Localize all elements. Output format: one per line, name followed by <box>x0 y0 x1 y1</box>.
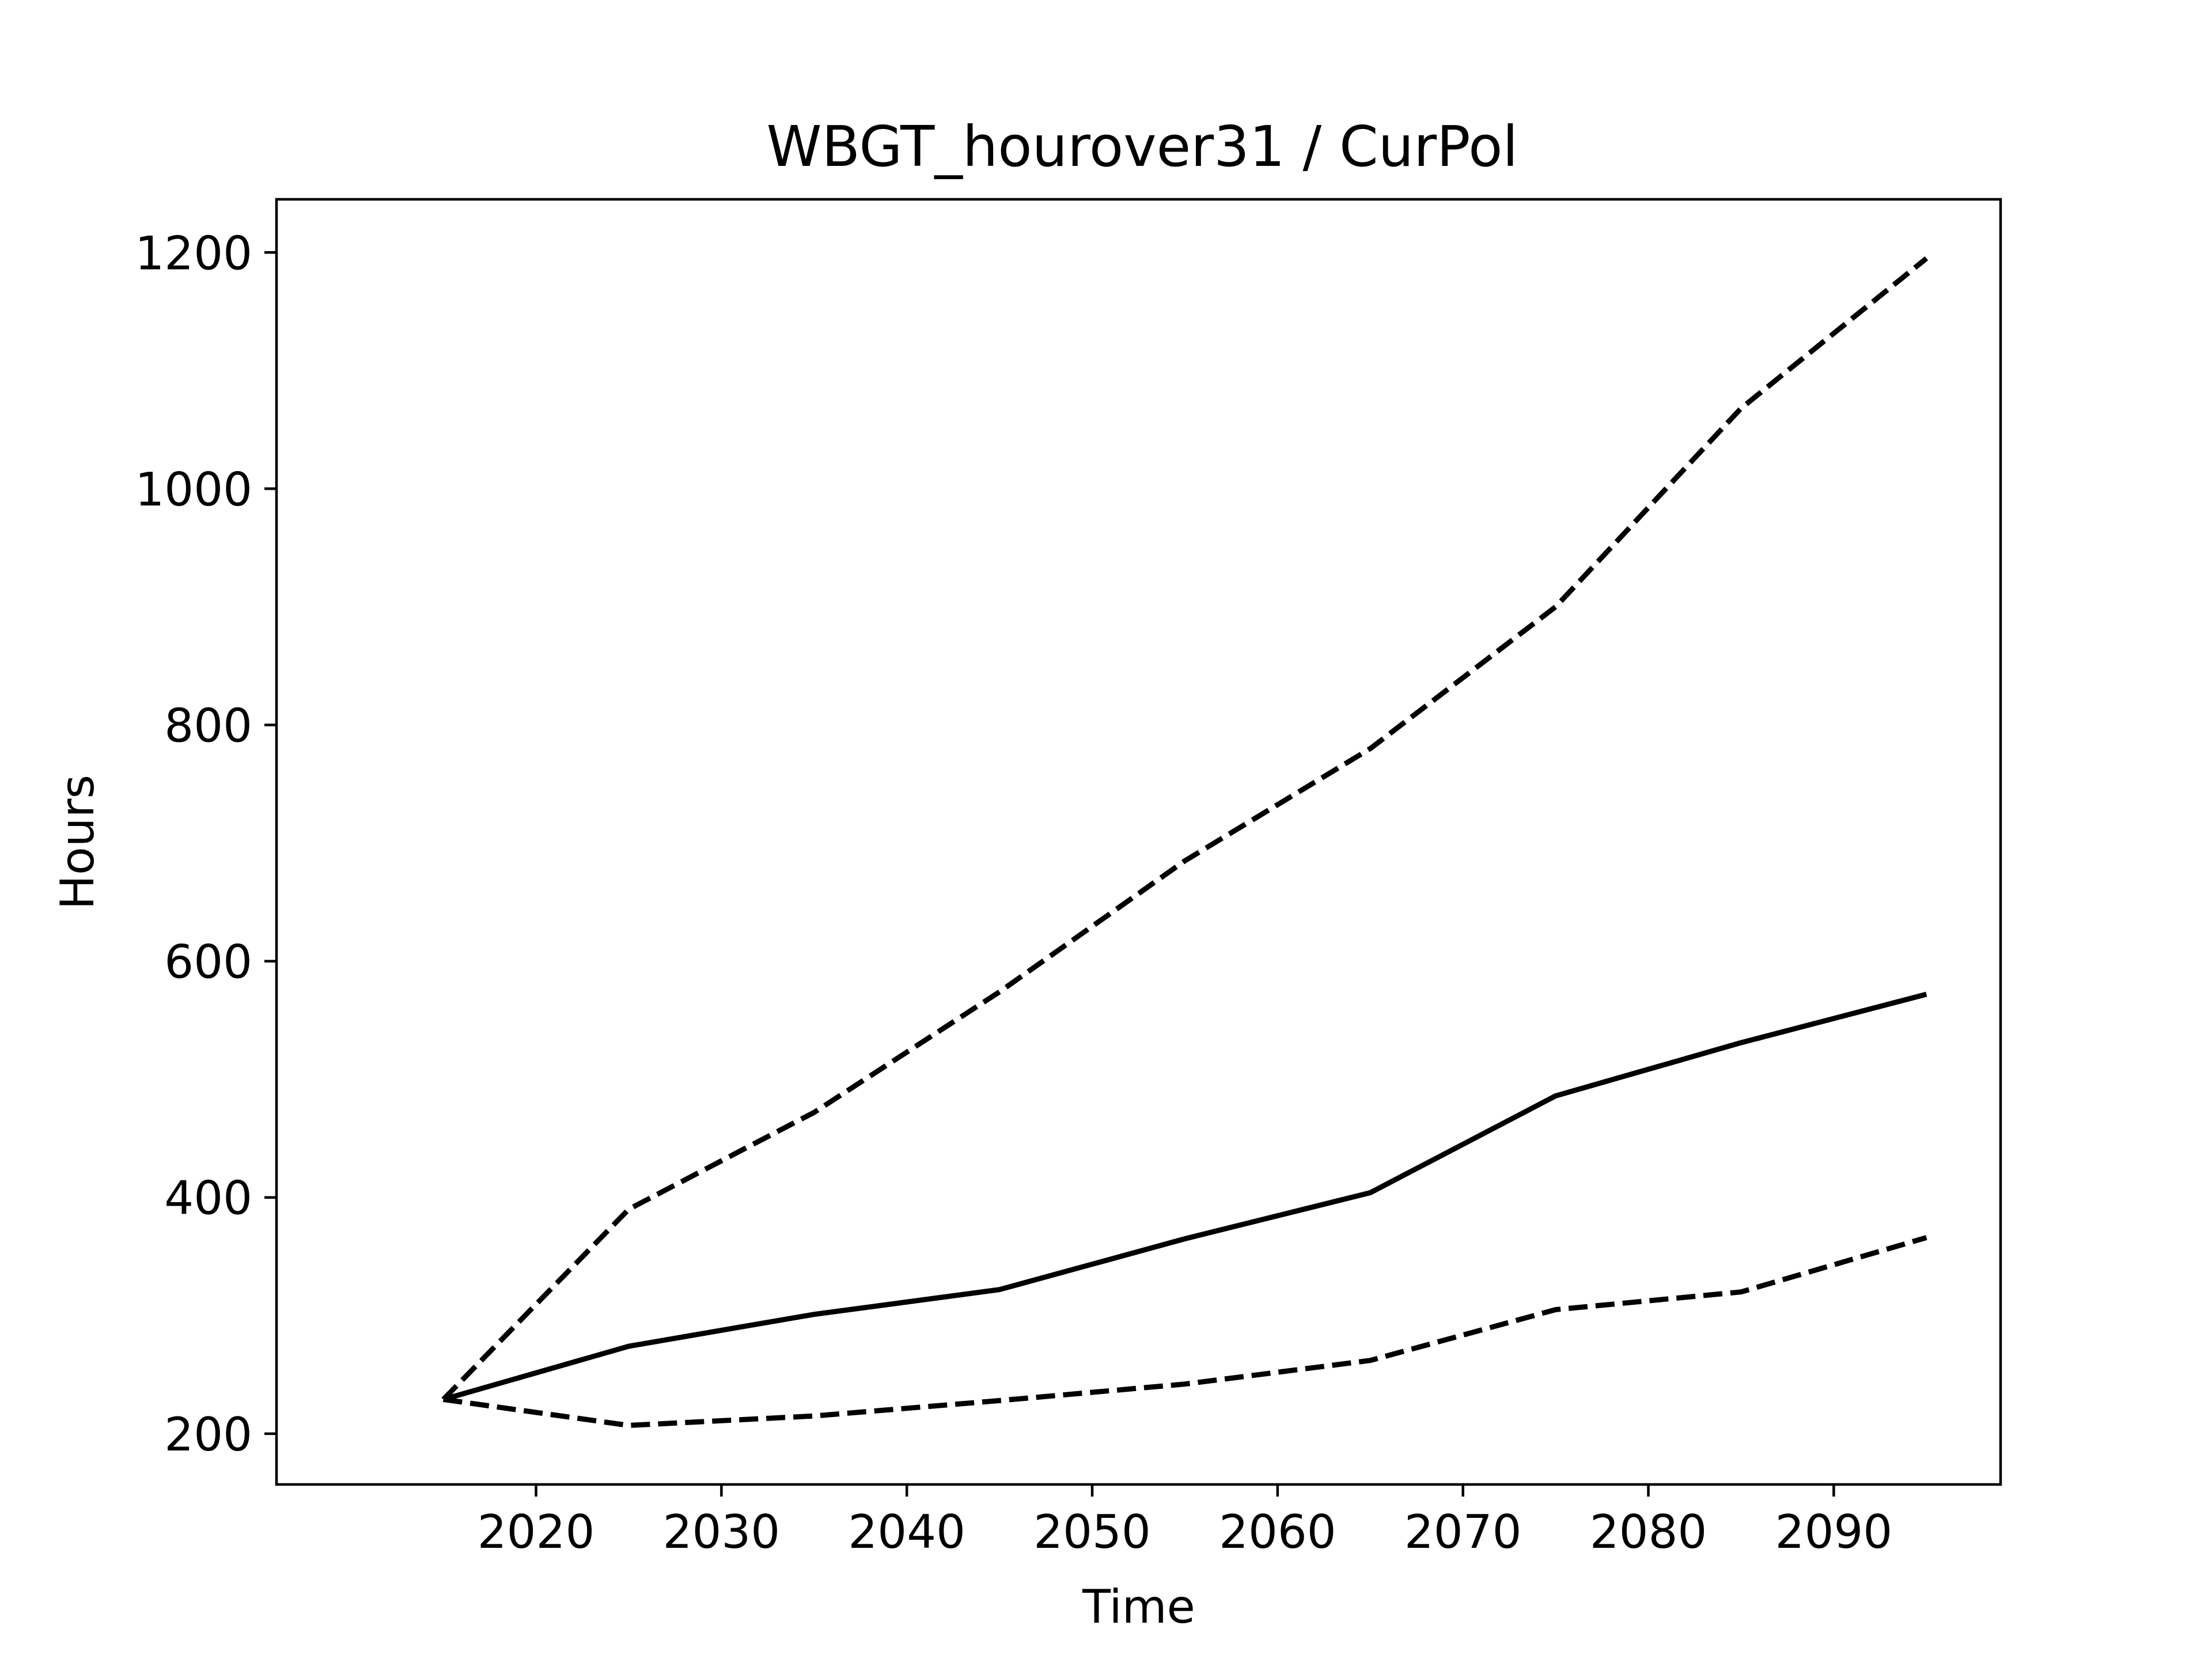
x-tick-label: 2070 <box>1404 1505 1522 1559</box>
y-tick-label: 800 <box>164 699 252 752</box>
plot-frame <box>275 198 2002 1486</box>
x-axis: 2020 2030 2040 2050 2060 2070 2080 2090 <box>478 1484 1892 1559</box>
y-tick-label: 1200 <box>135 226 252 280</box>
x-tick-label: 2030 <box>663 1505 781 1559</box>
chart-title: WBGT_hourover31 / CurPol <box>767 114 1518 179</box>
x-axis-label: Time <box>1082 1580 1195 1634</box>
y-tick-label: 200 <box>164 1408 252 1461</box>
y-tick-label: 600 <box>164 935 252 989</box>
y-axis: 200 400 600 800 1000 1200 <box>135 226 276 1461</box>
y-axis-label: Hours <box>51 775 104 910</box>
series-line-3 <box>442 1235 1927 1428</box>
y-tick-label: 400 <box>164 1172 252 1225</box>
x-tick-label: 2090 <box>1775 1505 1893 1559</box>
plot-area <box>441 256 1929 1428</box>
x-tick-label: 2050 <box>1033 1505 1151 1559</box>
x-tick-label: 2060 <box>1219 1505 1336 1559</box>
x-tick-label: 2040 <box>848 1505 965 1559</box>
y-tick-label: 1000 <box>135 463 252 516</box>
x-tick-label: 2020 <box>478 1505 595 1559</box>
x-tick-label: 2080 <box>1590 1505 1707 1559</box>
series-line-1 <box>441 256 1929 1402</box>
series-line-2 <box>442 991 1927 1402</box>
